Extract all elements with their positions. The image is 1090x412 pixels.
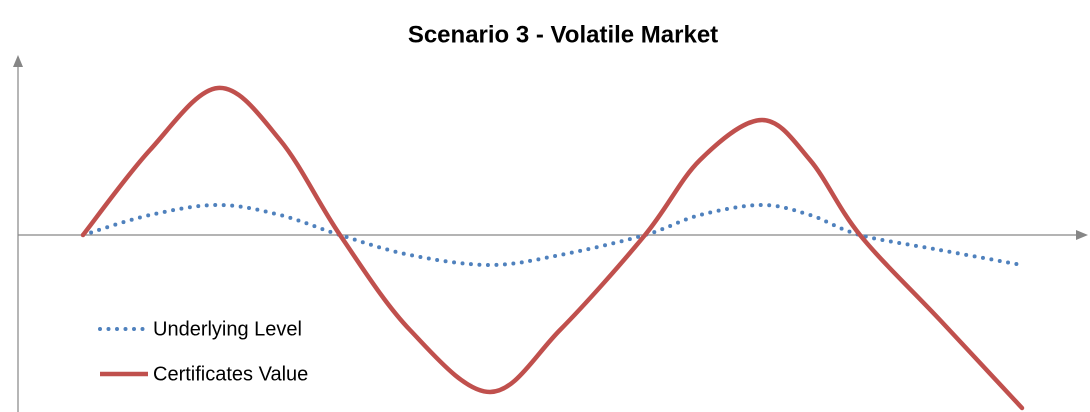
legend-label: Certificates Value xyxy=(153,363,308,385)
legend-label: Underlying Level xyxy=(153,318,302,340)
x-axis-arrow xyxy=(1076,230,1088,240)
y-axis-arrow xyxy=(13,55,23,67)
series-line xyxy=(80,85,1025,411)
chart-title: Scenario 3 - Volatile Market xyxy=(408,21,718,48)
